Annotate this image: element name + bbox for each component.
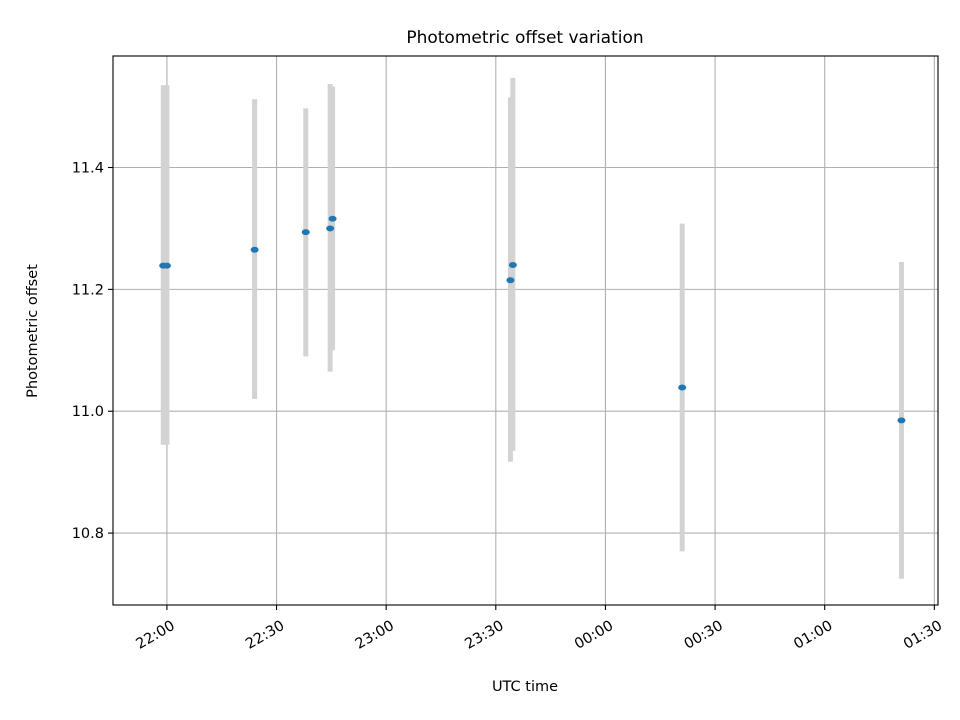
x-tick-label: 23:30: [462, 618, 506, 653]
x-tick-label: 00:00: [572, 618, 616, 653]
y-tick-label: 11.2: [72, 282, 104, 298]
y-tick-label: 11.4: [72, 161, 104, 177]
data-point: [506, 277, 515, 284]
data-point: [250, 246, 259, 253]
x-tick-label: 01:00: [791, 618, 835, 653]
point-layer: [159, 215, 906, 424]
data-point: [678, 384, 687, 391]
x-tick-label: 22:30: [243, 618, 287, 653]
data-point: [326, 225, 335, 232]
y-tick-label: 11.0: [72, 404, 104, 420]
x-axis-label: UTC time: [492, 679, 558, 695]
y-tick-label: 10.8: [72, 526, 104, 542]
errorbar-layer: [160, 77, 904, 579]
grid-layer: [113, 56, 938, 605]
data-point: [328, 215, 337, 222]
data-point: [162, 262, 171, 269]
data-point: [897, 417, 906, 424]
plot-frame: [112, 55, 939, 606]
x-tick-label: 01:30: [901, 618, 945, 653]
chart-title: Photometric offset variation: [406, 28, 643, 48]
x-tick-label: 00:30: [682, 618, 726, 653]
data-point: [508, 261, 517, 268]
y-axis-label: Photometric offset: [25, 264, 41, 398]
x-tick-label: 22:00: [134, 618, 178, 653]
data-point: [301, 229, 310, 236]
x-tick-label: 23:00: [353, 618, 397, 653]
